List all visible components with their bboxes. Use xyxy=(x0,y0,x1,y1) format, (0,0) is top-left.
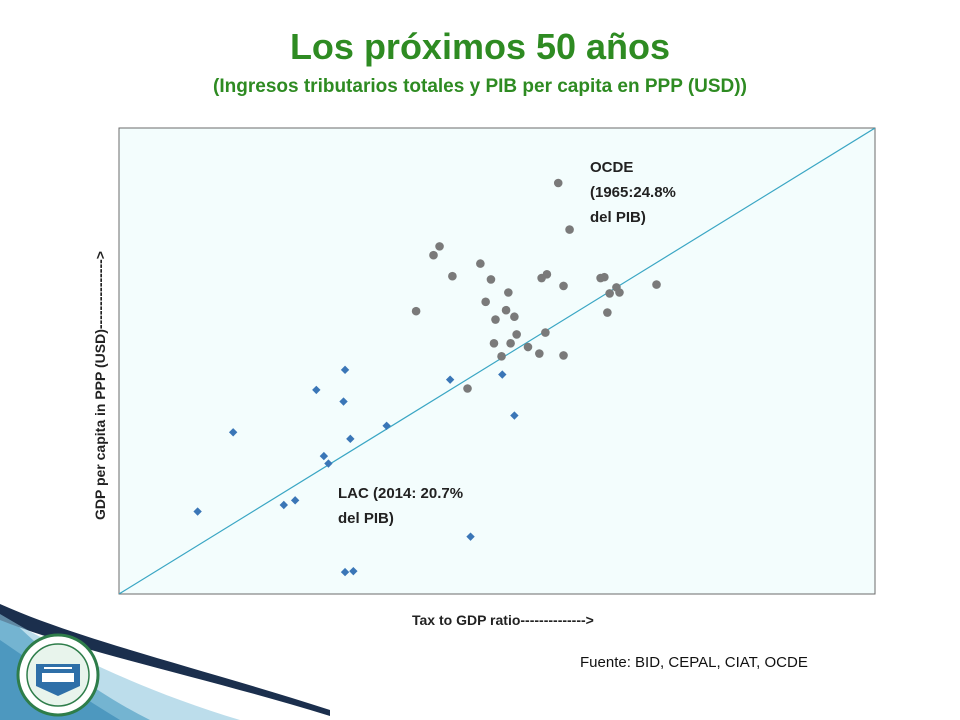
ocde-annotation: OCDE (1965:24.8% del PIB) xyxy=(590,155,750,230)
lac-data-point xyxy=(498,370,507,379)
ocde-data-point xyxy=(504,288,513,297)
ocde-data-point xyxy=(603,308,612,317)
ocde-annotation-line2: (1965:24.8% xyxy=(590,184,676,201)
lac-data-point xyxy=(339,397,348,406)
reference-diagonal-line xyxy=(119,128,875,594)
lac-data-point xyxy=(324,459,333,468)
lac-data-point xyxy=(193,507,202,516)
lac-data-point xyxy=(349,566,358,576)
lac-data-point xyxy=(312,385,321,395)
ocde-annotation-line1: OCDE xyxy=(590,159,634,176)
source-note: Fuente: BID, CEPAL, CIAT, OCDE xyxy=(580,654,808,671)
lac-data-point xyxy=(510,411,519,420)
ocde-data-point xyxy=(463,384,472,393)
ocde-data-point xyxy=(411,306,421,316)
ocde-data-point xyxy=(523,342,533,352)
lac-data-point xyxy=(382,421,391,430)
page-subtitle: (Ingresos tributarios totales y PIB per … xyxy=(213,76,747,97)
ciat-logo-seal xyxy=(16,633,100,717)
ocde-data-point xyxy=(615,288,624,297)
lac-data-point xyxy=(319,451,329,461)
lac-data-point xyxy=(228,428,238,437)
ocde-data-point xyxy=(501,305,511,315)
ocde-data-point xyxy=(510,312,519,322)
lac-data-point xyxy=(340,567,350,577)
page-title: Los próximos 50 años xyxy=(289,26,671,67)
ocde-annotation-line3: del PIB) xyxy=(590,209,646,226)
ocde-data-point xyxy=(605,289,614,298)
ocde-data-point xyxy=(476,259,485,268)
lac-annotation-line1: LAC (2014: 20.7% xyxy=(338,485,464,502)
ocde-data-point xyxy=(542,270,552,279)
lac-data-point xyxy=(346,434,355,444)
ocde-data-point xyxy=(541,328,550,337)
ocde-data-point xyxy=(429,250,438,260)
lac-data-point xyxy=(279,500,289,510)
ocde-data-point xyxy=(497,352,506,361)
lac-data-point xyxy=(290,496,300,505)
ocde-data-point xyxy=(512,330,521,339)
ocde-data-point xyxy=(553,178,563,188)
ocde-data-point xyxy=(481,297,490,307)
lac-data-point xyxy=(445,375,455,384)
ocde-data-point xyxy=(506,338,515,348)
ocde-data-point xyxy=(448,271,457,281)
ocde-data-point xyxy=(600,272,609,282)
ocde-data-point xyxy=(559,351,568,360)
lac-annotation-line2: del PIB) xyxy=(338,510,394,527)
ocde-data-point xyxy=(435,242,444,251)
ocde-data-point xyxy=(652,280,661,289)
ocde-data-point xyxy=(535,349,544,358)
lac-series xyxy=(193,365,519,577)
lac-data-point xyxy=(340,365,350,375)
ocde-series xyxy=(411,178,661,393)
lac-data-point xyxy=(466,532,475,541)
lac-annotation: LAC (2014: 20.7% del PIB) xyxy=(338,481,498,531)
ocde-data-point xyxy=(486,275,496,284)
ocde-data-point xyxy=(491,315,500,324)
x-axis-label: Tax to GDP ratio--------------> xyxy=(412,612,594,628)
ocde-data-point xyxy=(565,225,574,234)
y-axis-label: GDP per capita in PPP (USD)-------------… xyxy=(92,251,108,520)
ocde-data-point xyxy=(559,281,568,291)
ocde-data-point xyxy=(489,338,499,348)
